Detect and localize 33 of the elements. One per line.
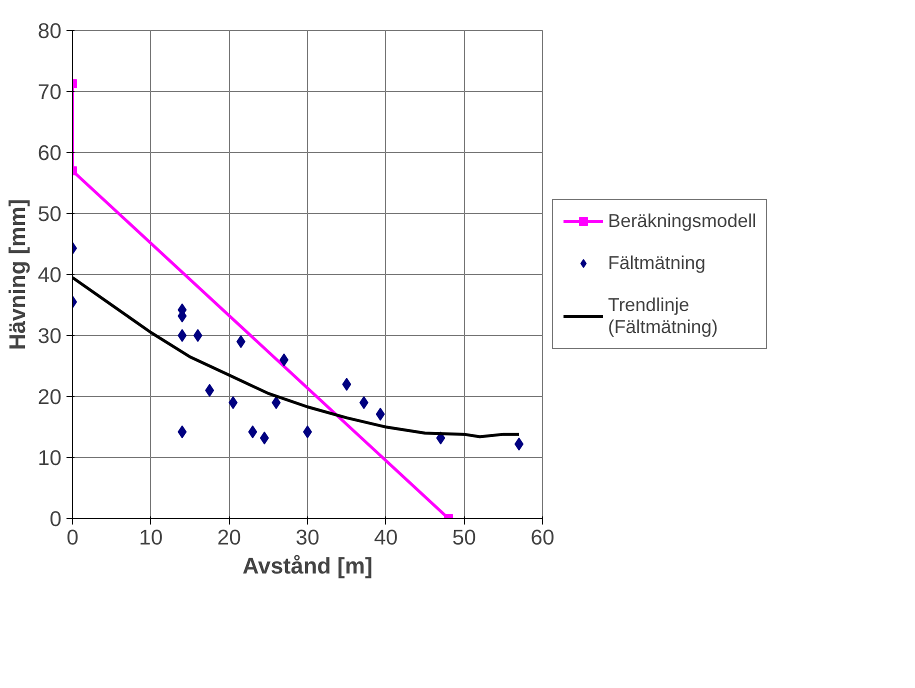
x-tick-label: 20 [217, 526, 242, 550]
point [178, 425, 187, 438]
point [260, 431, 269, 444]
point [248, 425, 258, 438]
point [178, 329, 187, 342]
y-axis-title: Hävning [mm] [4, 198, 30, 350]
legend-label: Fältmätning [608, 252, 706, 274]
point [193, 329, 202, 342]
x-tick-label: 30 [296, 526, 320, 550]
y-tick-label: 10 [38, 446, 62, 470]
y-tick-label: 40 [38, 263, 62, 287]
x-tick-label: 60 [530, 526, 554, 550]
y-tick-label: 80 [38, 19, 62, 43]
y-tick-label: 20 [38, 385, 62, 409]
x-tick-label: 40 [374, 526, 398, 550]
y-tick-label: 0 [50, 507, 62, 531]
legend-label: Beräkningsmodell [608, 210, 756, 232]
y-tick-label: 60 [38, 141, 62, 165]
x-tick-label: 50 [452, 526, 476, 550]
x-tick-label: 10 [138, 526, 163, 550]
point [228, 396, 238, 410]
x-tick-label: 0 [66, 526, 79, 550]
point [342, 378, 352, 391]
point [272, 396, 281, 410]
y-tick-label: 30 [38, 324, 62, 348]
y-tick-label: 50 [38, 202, 62, 226]
point [376, 408, 385, 421]
legend-label: Trendlinje (Fältmätning) [608, 294, 718, 338]
point [205, 384, 214, 397]
y-tick-label: 70 [38, 80, 62, 104]
x-axis-title: Avstånd [m] [242, 552, 373, 578]
point [236, 335, 246, 348]
point [359, 396, 368, 410]
